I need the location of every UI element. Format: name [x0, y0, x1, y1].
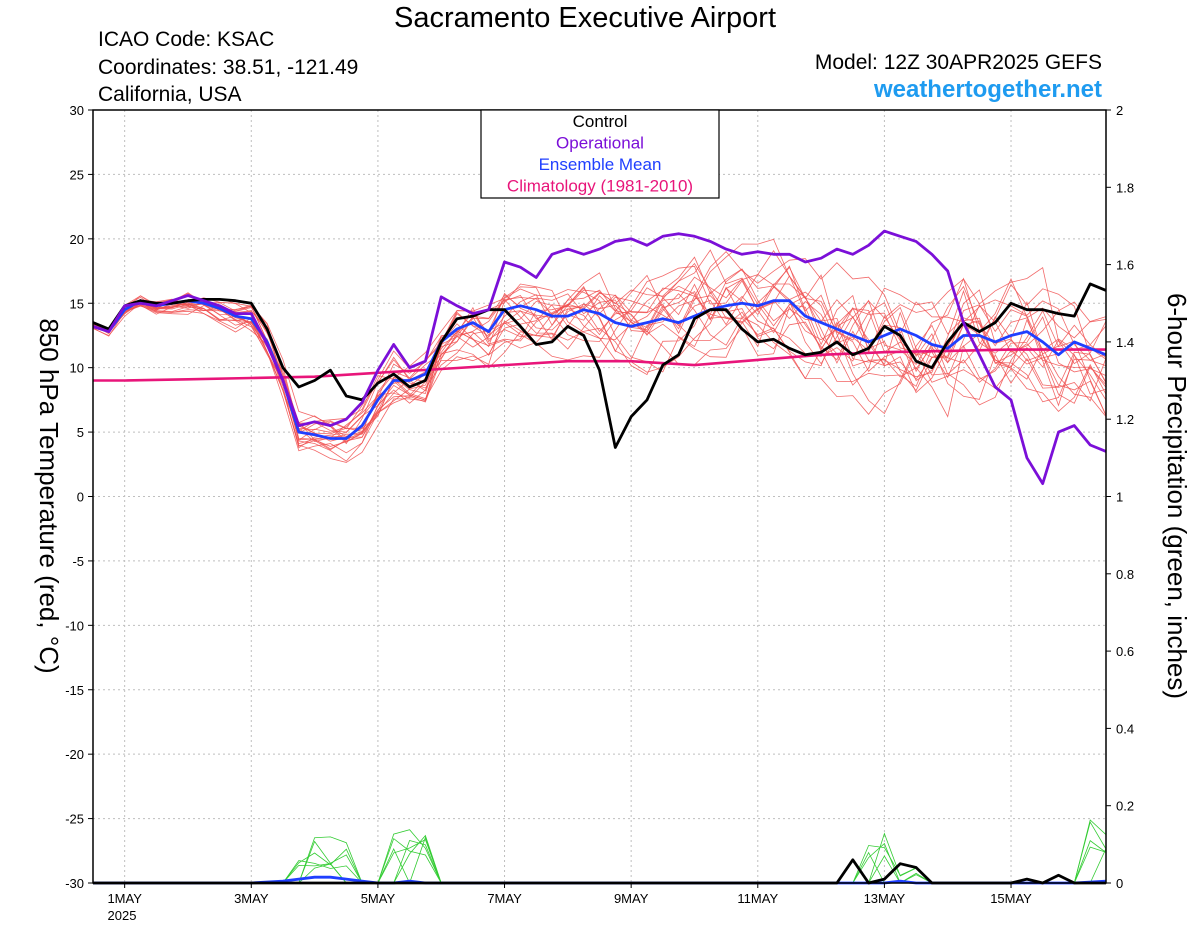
ensemble-member-precip-line: [93, 836, 1106, 884]
region-label: California, USA: [98, 83, 242, 106]
x-axis-year-label: 2025: [108, 908, 137, 923]
x-tick-label: 13MAY: [864, 891, 906, 906]
legend: Control Operational Ensemble Mean Climatolo…: [480, 109, 720, 199]
y-left-tick-label: 30: [70, 103, 84, 118]
x-tick-label: 15MAY: [990, 891, 1032, 906]
ensemble-member-temp-line: [92, 267, 1107, 463]
chart-title: Sacramento Executive Airport: [393, 2, 776, 34]
x-tick-label: 7MAY: [487, 891, 522, 906]
y-left-tick-label: 25: [70, 167, 84, 182]
ensemble-member-precip-line: [93, 839, 1107, 884]
legend-entry: Climatology (1981-2010): [507, 177, 693, 196]
y-left-tick-label: -30: [65, 876, 84, 891]
y-left-tick-label: 0: [77, 490, 84, 505]
y-right-tick-label: 1: [1116, 490, 1123, 505]
y-right-tick-label: 0: [1116, 876, 1123, 891]
x-tick-label: 3MAY: [234, 891, 269, 906]
y-right-tick-label: 1.6: [1116, 258, 1134, 273]
y-right-tick-label: 1.8: [1116, 180, 1134, 195]
x-tick-label: 1MAY: [107, 891, 142, 906]
grid-layer: [93, 110, 1106, 883]
y-left-tick-label: 5: [77, 425, 84, 440]
x-tick-label: 5MAY: [361, 891, 396, 906]
ensemble-member-temp-line: [92, 265, 1107, 443]
site-link[interactable]: weathertogether.net: [873, 76, 1102, 103]
series-line-control-left: [92, 282, 1107, 449]
y-left-tick-label: -15: [65, 683, 84, 698]
x-tick-label: 9MAY: [614, 891, 649, 906]
y-left-tick-label: 15: [70, 296, 84, 311]
y-left-tick-label: -5: [72, 554, 84, 569]
legend-entry: Ensemble Mean: [539, 155, 662, 174]
x-tick-label: 11MAY: [737, 891, 778, 906]
y-left-tick-label: -10: [65, 618, 84, 633]
ensemble-member-precip-line: [93, 821, 1107, 884]
coordinates-label: Coordinates: 38.51, -121.49: [98, 56, 359, 79]
y-right-tick-label: 0.6: [1116, 644, 1134, 659]
ensemble-member-temp-line: [92, 256, 1107, 431]
legend-entry: Operational: [556, 134, 644, 153]
series-line-climatology-1981-2010-left: [93, 348, 1106, 382]
y-right-tick-label: 0.8: [1116, 567, 1134, 582]
ensemble-member-temp-line: [92, 249, 1107, 441]
series-line-operational-left: [92, 229, 1107, 486]
y-right-tick-label: 2: [1116, 103, 1123, 118]
ensemble-member-temp-line: [92, 268, 1107, 445]
y-axis-right-label: 6-hour Precipitation (green, inches): [1162, 293, 1192, 699]
y-left-tick-label: 20: [70, 232, 84, 247]
ensemble-member-temp-line: [92, 287, 1107, 442]
ensemble-member-precip-line: [93, 840, 1107, 884]
ensemble-member-precip-line: [93, 832, 1107, 885]
model-label: Model: 12Z 30APR2025 GEFS: [814, 51, 1102, 74]
y-left-tick-label: -25: [65, 812, 84, 827]
y-right-tick-label: 1.2: [1116, 412, 1134, 427]
y-right-tick-label: 0.4: [1116, 721, 1134, 736]
legend-entry: Control: [573, 112, 628, 131]
legend-box: [480, 109, 720, 199]
ensemble-member-precip-line: [93, 819, 1107, 884]
icao-code-label: ICAO Code: KSAC: [98, 28, 275, 51]
ensemble-member-temp-line: [92, 238, 1107, 435]
series-line-control-right: [93, 858, 1106, 885]
y-right-tick-label: 0.2: [1116, 799, 1134, 814]
y-right-tick-label: 1.4: [1116, 335, 1134, 350]
y-left-tick-label: -20: [65, 747, 84, 762]
ticks-layer: 302520151050-5-10-15-20-25-3021.81.61.41…: [65, 103, 1134, 906]
y-axis-left-label: 850 hPa Temperature (red, °C): [34, 318, 64, 673]
y-left-tick-label: 10: [70, 361, 84, 376]
